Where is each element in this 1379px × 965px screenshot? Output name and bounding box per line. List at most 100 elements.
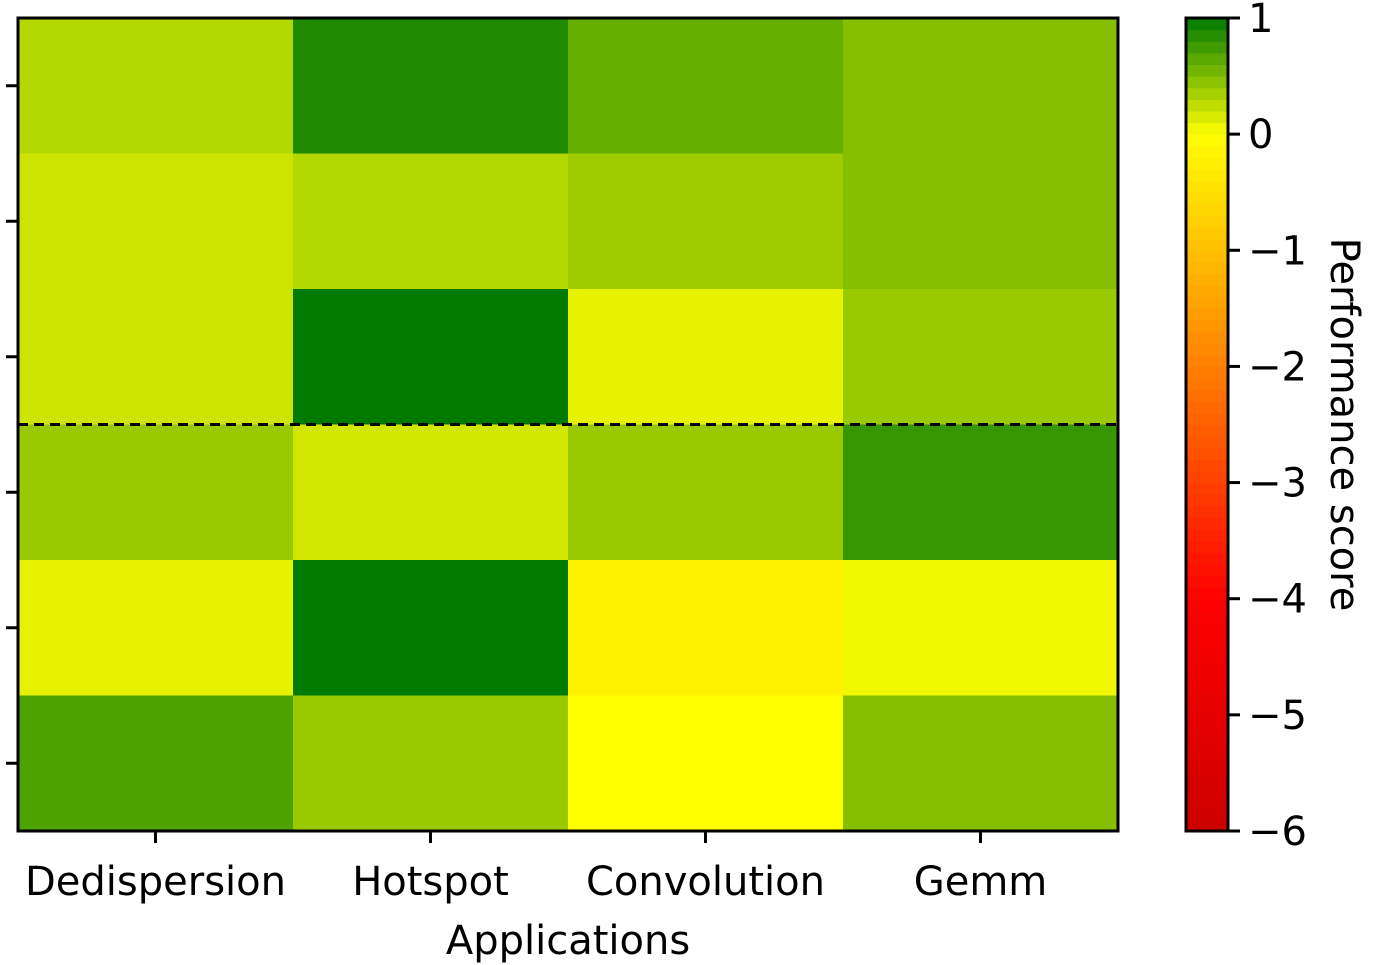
colorbar-band (1186, 587, 1228, 600)
x-axis-label: Applications (446, 918, 690, 964)
colorbar-tick-label: 0 (1248, 112, 1273, 158)
plot-frame (16, 16, 1120, 833)
heatmap-cell (18, 424, 294, 561)
colorbar-label: Performance score (1321, 238, 1367, 612)
colorbar-band (1186, 819, 1228, 832)
heatmap-cell (843, 695, 1119, 832)
colorbar-ticks: 1 0 −1 −2 −3 −4 −5 −6 (1228, 0, 1307, 855)
heatmap-cell (293, 695, 569, 832)
colorbar-band (1186, 18, 1228, 31)
colorbar-band (1186, 738, 1228, 751)
colorbar-band (1186, 52, 1228, 66)
heatmap-cell (293, 289, 569, 425)
colorbar-band (1186, 563, 1228, 577)
heatmap-cell (293, 18, 569, 154)
heatmap-cell (568, 424, 844, 561)
heatmap-cell (568, 18, 844, 154)
colorbar-band (1186, 29, 1228, 42)
colorbar-band (1186, 215, 1228, 228)
colorbar-band (1186, 296, 1228, 309)
colorbar-band (1186, 714, 1228, 728)
heatmap-cell (293, 424, 569, 561)
heatmap-cell (568, 289, 844, 425)
heatmap-cells (18, 18, 1119, 832)
colorbar-band (1186, 680, 1228, 693)
colorbar-band (1186, 261, 1228, 275)
colorbar-band (1186, 703, 1228, 716)
x-tick-label: Gemm (914, 859, 1048, 905)
colorbar-band (1186, 250, 1228, 263)
colorbar-tick-label: 1 (1248, 0, 1273, 42)
colorbar-band (1186, 110, 1228, 124)
heatmap-cell (843, 560, 1119, 696)
colorbar-band (1186, 598, 1228, 611)
colorbar-band (1186, 227, 1228, 240)
colorbar-band (1186, 319, 1228, 333)
colorbar-band (1186, 575, 1228, 588)
colorbar-tick-label: −6 (1248, 809, 1307, 855)
heatmap-cell (843, 424, 1119, 561)
colorbar-band (1186, 656, 1228, 669)
colorbar-band (1186, 505, 1228, 519)
colorbar-band (1186, 41, 1228, 54)
colorbar-band (1186, 87, 1228, 100)
colorbar-band (1186, 343, 1228, 356)
colorbar-band (1186, 180, 1228, 193)
colorbar-bands (1186, 18, 1228, 832)
heatmap-cell (843, 289, 1119, 425)
colorbar-band (1186, 796, 1228, 809)
colorbar-band (1186, 64, 1228, 77)
colorbar-band (1186, 412, 1228, 426)
colorbar-band (1186, 447, 1228, 460)
colorbar-band (1186, 691, 1228, 704)
colorbar-band (1186, 517, 1228, 530)
colorbar-tick-label: −1 (1248, 228, 1307, 274)
colorbar-band (1186, 122, 1228, 135)
colorbar-band (1186, 157, 1228, 170)
heatmap-cell (843, 18, 1119, 154)
colorbar-band (1186, 145, 1228, 158)
colorbar-band (1186, 482, 1228, 495)
colorbar-band (1186, 552, 1228, 565)
colorbar-band (1186, 99, 1228, 112)
colorbar-band (1186, 76, 1228, 89)
heatmap-cell (843, 153, 1119, 290)
heatmap-cell (18, 560, 294, 696)
colorbar-band (1186, 459, 1228, 472)
x-tick-label: Convolution (586, 859, 825, 905)
heatmap-cell (18, 18, 294, 154)
colorbar-tick-label: −5 (1248, 693, 1307, 739)
colorbar-tick-label: −2 (1248, 344, 1307, 390)
heatmap-cell (568, 695, 844, 832)
colorbar-band (1186, 331, 1228, 344)
colorbar-band (1186, 529, 1228, 542)
colorbar-band (1186, 168, 1228, 182)
heatmap-cell (18, 289, 294, 425)
colorbar-band (1186, 749, 1228, 762)
heatmap-cell (293, 560, 569, 696)
colorbar-band (1186, 378, 1228, 391)
colorbar-band (1186, 470, 1228, 484)
heatmap-cell (568, 560, 844, 696)
colorbar-band (1186, 645, 1228, 658)
colorbar-band (1186, 668, 1228, 681)
y-axis-ticks (6, 84, 18, 765)
colorbar-band (1186, 807, 1228, 820)
colorbar-band (1186, 366, 1228, 379)
heatmap-cell (18, 695, 294, 832)
colorbar-band (1186, 273, 1228, 286)
colorbar-band (1186, 308, 1228, 321)
colorbar-band (1186, 134, 1228, 147)
colorbar-tick-label: −3 (1248, 461, 1307, 507)
colorbar-band (1186, 424, 1228, 437)
colorbar-band (1186, 772, 1228, 786)
heatmap-cell (568, 153, 844, 290)
colorbar-band (1186, 494, 1228, 507)
colorbar-band (1186, 285, 1228, 298)
colorbar-band (1186, 203, 1228, 217)
colorbar-band (1186, 238, 1228, 251)
heatmap-cell (293, 153, 569, 290)
colorbar-band (1186, 726, 1228, 739)
colorbar-band (1186, 540, 1228, 553)
